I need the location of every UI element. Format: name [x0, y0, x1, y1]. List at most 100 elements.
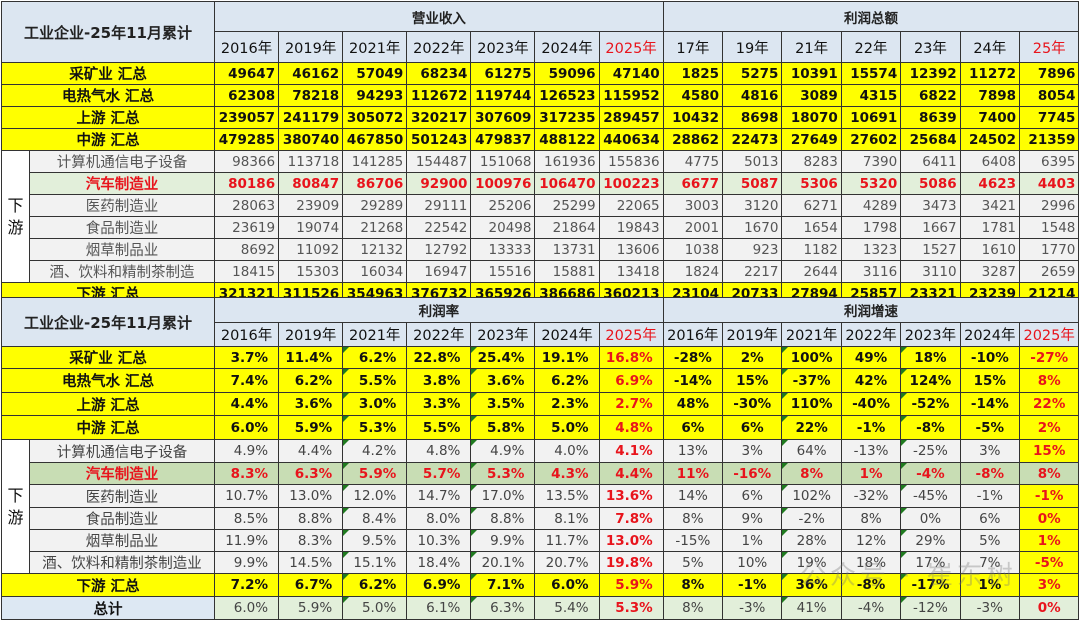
- cell-margin: 6.2%: [342, 573, 408, 597]
- cell-margin: 13.0%: [598, 529, 664, 552]
- cell-profit: 27649: [781, 128, 842, 151]
- column-header: 2024年: [534, 322, 600, 347]
- cell-margin: 3.5%: [470, 392, 536, 416]
- cell-margin: 18.4%: [406, 551, 472, 574]
- cell-revenue: 241179: [278, 106, 344, 129]
- cell-revenue: 141285: [342, 150, 408, 173]
- cell-margin: 14.7%: [406, 484, 472, 508]
- cell-revenue: 80847: [278, 172, 344, 195]
- cell-profit: 6408: [959, 150, 1021, 173]
- cell-revenue: 21864: [534, 216, 600, 239]
- cell-revenue: 13418: [598, 260, 664, 283]
- row-label: 汽车制造业: [29, 172, 215, 195]
- row-label: 电热气水 汇总: [1, 368, 215, 393]
- cell-margin: 4.9%: [213, 439, 280, 463]
- column-header: 24年: [959, 31, 1021, 63]
- cell-growth: 110%: [781, 392, 842, 416]
- cell-margin: 22.8%: [406, 346, 472, 369]
- column-header: 17年: [662, 31, 724, 63]
- cell-margin: 5.5%: [406, 415, 472, 440]
- cell-margin: 10.7%: [213, 484, 280, 508]
- cell-revenue: 80186: [213, 172, 280, 195]
- table-row: 汽车制造业 8.3% 6.3% 5.9% 5.7% 5.3% 4.3% 4.4% 11% -16%…: [2, 462, 1080, 485]
- cell-growth: 9%: [722, 507, 783, 530]
- cell-revenue: 126523: [534, 84, 600, 107]
- cell-growth: -3%: [722, 596, 783, 620]
- cell-growth: 15%: [1018, 439, 1080, 463]
- cell-revenue: 15881: [534, 260, 600, 283]
- cell-margin: 5.9%: [342, 462, 408, 485]
- column-header: 2024年: [534, 31, 600, 63]
- column-header: 2019年: [278, 322, 344, 347]
- cell-growth: -52%: [900, 392, 961, 416]
- cell-growth: 100%: [781, 346, 842, 369]
- cell-growth: 1%: [959, 573, 1021, 597]
- cell-growth: 5%: [959, 529, 1021, 552]
- cell-revenue: 119744: [470, 84, 536, 107]
- column-header: 2023年: [470, 322, 536, 347]
- cell-margin: 5.4%: [534, 596, 600, 620]
- cell-revenue: 22542: [406, 216, 472, 239]
- cell-profit: 1548: [1018, 216, 1080, 239]
- cell-growth: -1%: [1018, 484, 1080, 508]
- row-label: 食品制造业: [29, 216, 215, 239]
- cell-margin: 3.8%: [406, 368, 472, 393]
- cell-profit: 1667: [900, 216, 961, 239]
- cell-margin: 3.3%: [406, 392, 472, 416]
- cell-revenue: 16034: [342, 260, 408, 283]
- cell-margin: 5.9%: [278, 415, 344, 440]
- cell-growth: -1%: [840, 415, 902, 440]
- cell-growth: -14%: [959, 392, 1021, 416]
- cell-profit: 1825: [662, 62, 724, 85]
- column-header: 19年: [722, 31, 783, 63]
- cell-growth: 8%: [840, 507, 902, 530]
- cell-revenue: 154487: [406, 150, 472, 173]
- cell-revenue: 305072: [342, 106, 408, 129]
- cell-profit: 10432: [662, 106, 724, 129]
- cell-profit: 3473: [900, 194, 961, 217]
- cell-profit: 1824: [662, 260, 724, 283]
- cell-margin: 4.4%: [598, 462, 664, 485]
- row-label: 烟草制品业: [29, 238, 215, 261]
- cell-growth: -2%: [781, 507, 842, 530]
- cell-growth: 6%: [959, 507, 1021, 530]
- cell-margin: 7.4%: [213, 368, 280, 393]
- row-label: 中游 汇总: [1, 415, 215, 440]
- cell-growth: -5%: [1018, 551, 1080, 574]
- cell-profit: 3003: [662, 194, 724, 217]
- cell-margin: 3.7%: [213, 346, 280, 369]
- cell-growth: -12%: [900, 596, 961, 620]
- row-label: 下游 汇总: [1, 573, 215, 597]
- cell-growth: 13%: [662, 439, 724, 463]
- cell-growth: 0%: [1018, 507, 1080, 530]
- cell-profit: 2659: [1018, 260, 1080, 283]
- table-row: 下游 计算机通信电子设备 98366 113718 141285 154487 151068…: [1, 150, 1080, 283]
- cell-profit: 3116: [840, 260, 902, 283]
- cell-revenue: 320217: [406, 106, 472, 129]
- cell-margin: 6.7%: [278, 573, 344, 597]
- cell-margin: 3.6%: [470, 368, 536, 393]
- table-row: 总计 6.0% 5.9% 5.0% 6.1% 6.3% 5.4% 5.3% 8% -3% 41% -4…: [1, 596, 1080, 620]
- cell-growth: -17%: [900, 573, 961, 597]
- cell-profit: 4289: [840, 194, 902, 217]
- cell-margin: 20.7%: [534, 551, 600, 574]
- cell-revenue: 479285: [213, 128, 280, 151]
- cell-profit: 1527: [900, 238, 961, 261]
- row-label: 医药制造业: [29, 484, 215, 508]
- cell-revenue: 46162: [278, 62, 344, 85]
- cell-growth: 8%: [1018, 462, 1080, 485]
- cell-growth: -10%: [959, 346, 1021, 369]
- cell-revenue: 92900: [406, 172, 472, 195]
- cell-margin: 3.0%: [342, 392, 408, 416]
- cell-growth: -1%: [722, 573, 783, 597]
- cell-growth: 6%: [722, 484, 783, 508]
- cell-margin: 13.6%: [598, 484, 664, 508]
- cell-revenue: 100223: [598, 172, 664, 195]
- cell-growth: 8%: [781, 462, 842, 485]
- cell-margin: 2.7%: [598, 392, 664, 416]
- cell-growth: 6%: [662, 415, 724, 440]
- cell-margin: 11.4%: [278, 346, 344, 369]
- cell-revenue: 47140: [598, 62, 664, 85]
- cell-profit: 27602: [840, 128, 902, 151]
- cell-margin: 8.5%: [213, 507, 280, 530]
